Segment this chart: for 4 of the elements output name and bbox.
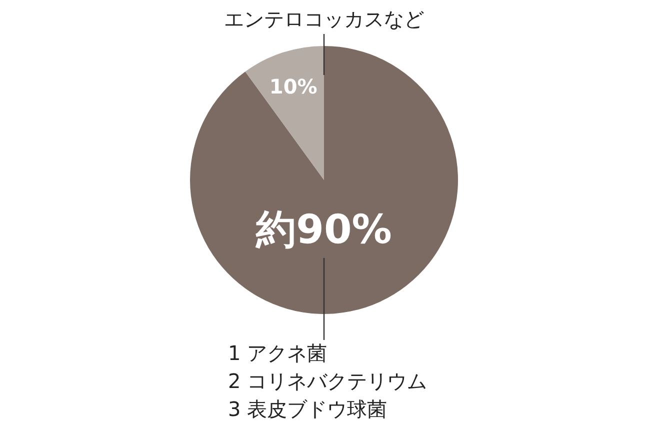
slice-label: エンテロコッカスなど: [224, 7, 424, 31]
data-label: 10%: [269, 74, 318, 99]
data-label: 約90%: [255, 207, 392, 253]
slice-label: 1 アクネ菌 2 コリネバクテリウム 3 表皮ブドウ球菌: [228, 341, 428, 421]
